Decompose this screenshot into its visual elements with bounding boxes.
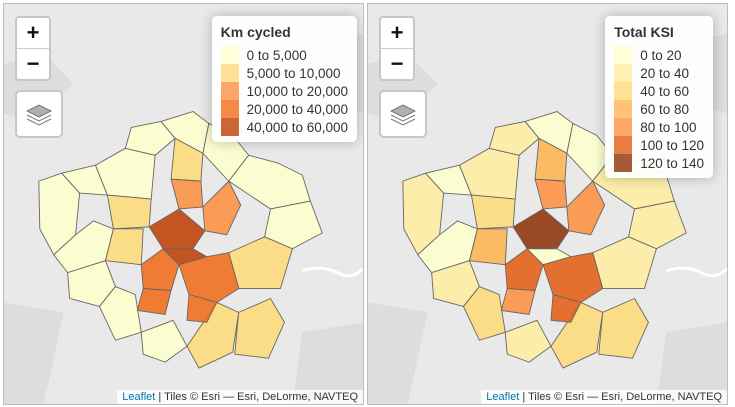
legend-row: 5,000 to 10,000 [220,64,348,82]
zoom-out-button[interactable]: − [26,51,40,76]
borough-polygon[interactable] [148,208,206,250]
zoom-control: + − [15,16,51,81]
borough-polygon[interactable] [526,248,572,266]
leaflet-link[interactable]: Leaflet [486,391,520,403]
legend-swatch [614,46,633,64]
legend-row: 40,000 to 60,000 [220,118,348,136]
borough-polygon[interactable] [234,298,285,359]
borough-polygon[interactable] [504,248,544,291]
borough-polygon[interactable] [106,194,152,230]
borough-polygon[interactable] [162,248,208,266]
borough-polygon[interactable] [504,319,552,363]
borough-polygon[interactable] [170,178,204,210]
attribution: Leaflet | Tiles © Esri — Esri, DeLorme, … [481,390,727,404]
leaflet-link[interactable]: Leaflet [122,391,156,403]
legend-label: 60 to 80 [640,101,689,117]
zoom-control: + − [379,16,415,81]
legend-swatch [220,100,239,118]
zoom-out-button[interactable]: − [390,51,404,76]
borough-polygon[interactable] [512,208,570,250]
legend-label: 5,000 to 10,000 [246,65,341,81]
legend-row: 60 to 80 [614,100,704,118]
legend-swatch [614,100,633,118]
legend-label: 0 to 5,000 [246,47,307,63]
borough-polygon[interactable] [470,194,516,230]
borough-polygon[interactable] [264,200,323,250]
legend-swatch [614,154,633,172]
layers-icon [25,104,53,126]
legend-label: 80 to 100 [640,119,697,135]
legend-label: 10,000 to 20,000 [246,83,348,99]
legend-row: 0 to 5,000 [220,46,348,64]
borough-polygons [402,111,687,369]
legend-row: 40 to 60 [614,82,704,100]
attribution-text: | Tiles © Esri — Esri, DeLorme, NAVTEQ [155,391,358,403]
legend-row: 0 to 20 [614,46,704,64]
legend: Total KSI 0 to 20 20 to 40 40 to 60 60 t… [605,16,713,178]
legend-label: 40 to 60 [640,83,689,99]
borough-polygon[interactable] [628,200,687,250]
borough-polygon[interactable] [500,288,536,315]
legend-swatch [614,118,633,136]
attribution: Leaflet | Tiles © Esri — Esri, DeLorme, … [117,390,363,404]
borough-polygon[interactable] [186,294,218,323]
layers-icon [389,104,417,126]
legend-swatch [614,64,633,82]
legend-label: 0 to 20 [640,47,682,63]
borough-polygon[interactable] [95,147,156,200]
borough-polygon[interactable] [598,298,649,359]
borough-polygon[interactable] [136,288,172,315]
borough-polygon[interactable] [566,180,606,236]
borough-polygon[interactable] [592,236,657,289]
attribution-text: | Tiles © Esri — Esri, DeLorme, NAVTEQ [519,391,722,403]
basemap [4,33,363,404]
zoom-in-button[interactable]: + [17,18,49,49]
legend-label: 100 to 120 [640,137,704,153]
borough-polygon[interactable] [550,294,582,323]
layers-button[interactable] [15,90,63,138]
legend-swatch [220,64,239,82]
legend-swatch [614,136,633,154]
borough-polygon[interactable] [534,178,568,210]
zoom-in-button[interactable]: + [381,18,413,49]
legend-title: Total KSI [614,24,674,40]
borough-polygon[interactable] [202,180,242,236]
borough-polygon[interactable] [228,236,293,289]
legend-label: 20 to 40 [640,65,689,81]
legend-row: 10,000 to 20,000 [220,82,348,100]
legend-swatch [614,82,633,100]
map-km-cycled[interactable]: + − Km cycled 0 to 5,000 5,000 to 10,000… [3,3,364,405]
legend: Km cycled 0 to 5,000 5,000 to 10,000 10,… [211,16,357,142]
borough-polygon[interactable] [99,286,142,341]
legend-title: Km cycled [220,24,291,40]
legend-swatch [220,46,239,64]
borough-polygon[interactable] [140,319,188,363]
legend-swatch [220,82,239,100]
legend-row: 100 to 120 [614,136,704,154]
legend-label: 20,000 to 40,000 [246,101,348,117]
legend-label: 120 to 140 [640,155,704,171]
legend-swatch [220,118,239,136]
layers-button[interactable] [379,90,427,138]
borough-polygons [38,111,323,369]
legend-row: 20 to 40 [614,64,704,82]
legend-row: 80 to 100 [614,118,704,136]
legend-row: 20,000 to 40,000 [220,100,348,118]
legend-row: 120 to 140 [614,154,704,172]
map-total-ksi[interactable]: + − Total KSI 0 to 20 20 to 40 40 to 60 … [367,3,728,405]
borough-polygon[interactable] [459,147,520,200]
borough-polygon[interactable] [140,248,180,291]
borough-polygon[interactable] [463,286,506,341]
legend-label: 40,000 to 60,000 [246,119,348,135]
